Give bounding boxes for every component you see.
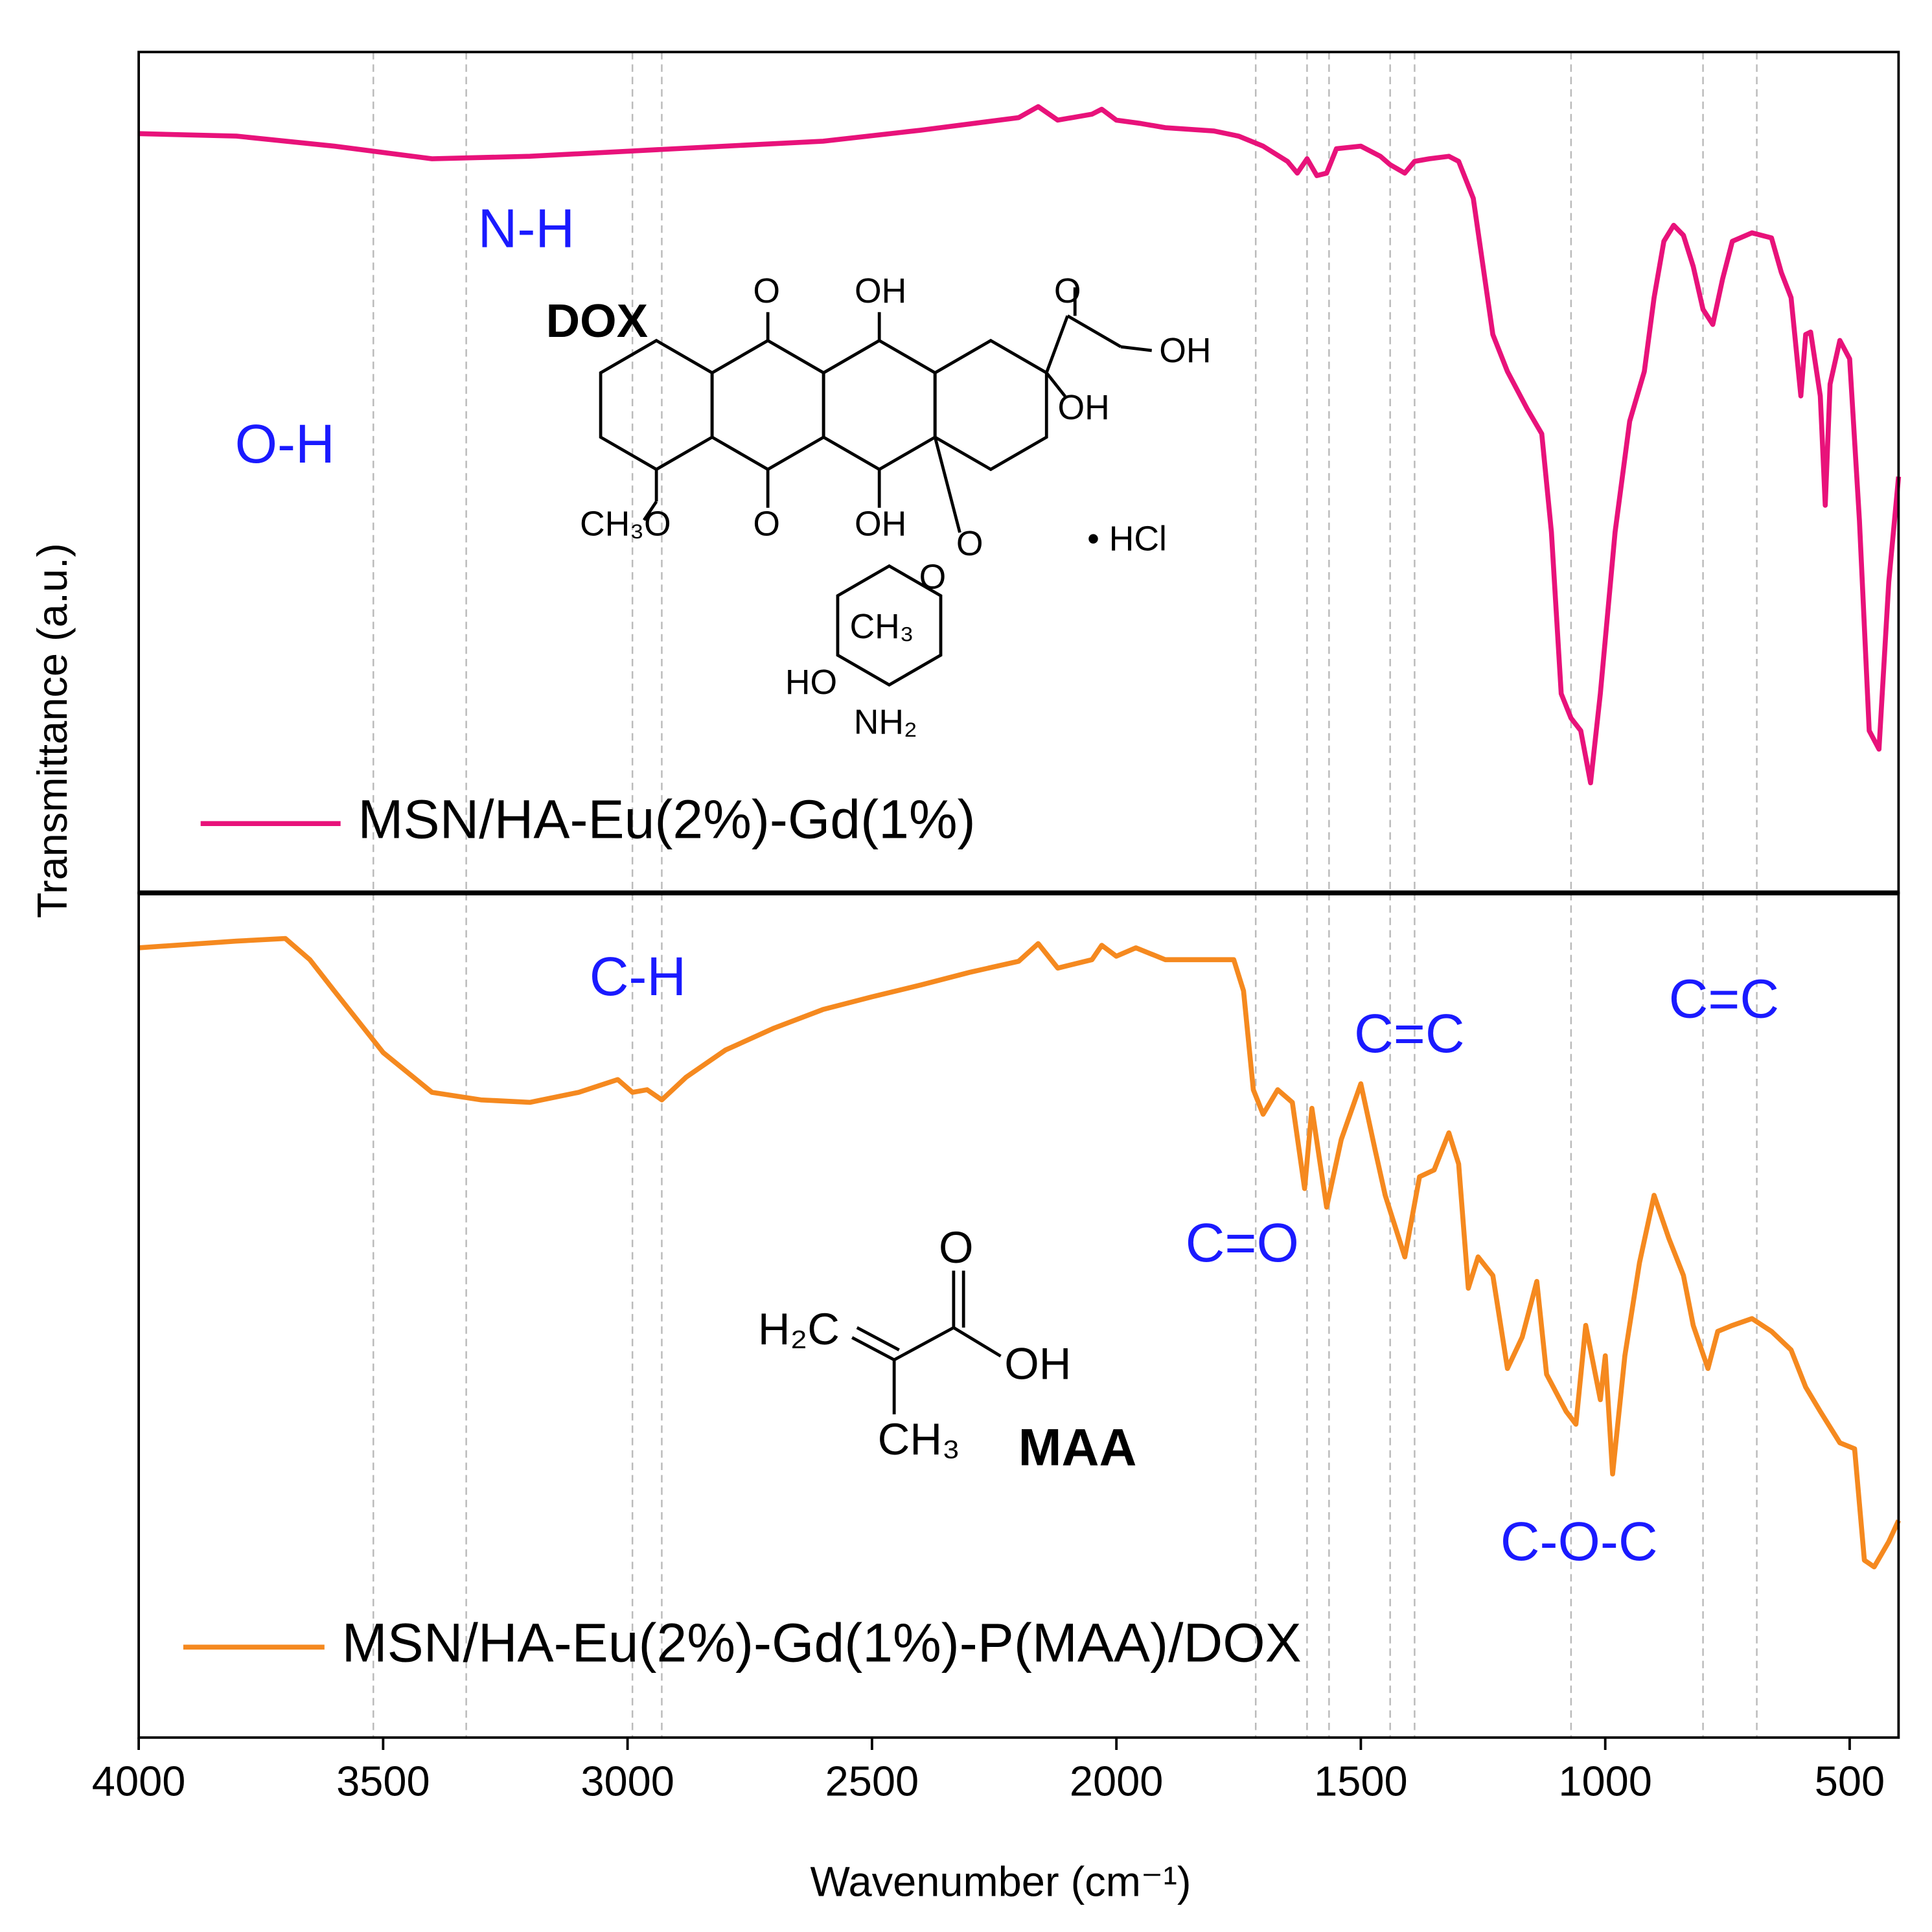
band-annotation: C=O <box>1186 1212 1299 1273</box>
plot-frame <box>137 891 1900 1739</box>
ring <box>710 338 825 472</box>
atom-label: HO <box>785 663 837 702</box>
x-tick-label: 500 <box>1815 1758 1885 1805</box>
bond <box>851 1336 895 1361</box>
atom-label: CH₃ <box>849 608 914 646</box>
atom-label: O <box>956 525 983 563</box>
x-tick-label: 3500 <box>336 1758 430 1805</box>
ring <box>599 338 714 472</box>
x-tick-label: 1500 <box>1314 1758 1408 1805</box>
legend-label: MSN/HA-Eu(2%)-Gd(1%)-P(MAA)/DOX <box>342 1613 1302 1673</box>
band-annotation: O-H <box>235 413 335 474</box>
atom-label: H₂C <box>758 1304 840 1354</box>
ring <box>822 338 937 472</box>
band-annotation: N-H <box>478 198 575 259</box>
ring <box>933 338 1048 472</box>
atom-label: OH <box>855 505 906 544</box>
x-tick-label: 1000 <box>1558 1758 1652 1805</box>
atom-label: • HCl <box>1087 520 1167 558</box>
legend-label: MSN/HA-Eu(2%)-Gd(1%) <box>358 788 975 849</box>
atom-label: OH <box>1057 389 1109 427</box>
atom-label: O <box>919 558 947 597</box>
x-tick-label: 4000 <box>92 1758 186 1805</box>
x-tick-label: 3000 <box>581 1758 674 1805</box>
x-axis-label: Wavenumber (cm⁻¹) <box>811 1858 1191 1905</box>
bond <box>1045 315 1069 374</box>
bond <box>952 1326 1002 1358</box>
y-axis-label: Transmittance (a.u.) <box>29 543 76 918</box>
atom-label: NH₂ <box>854 703 917 741</box>
band-annotation: C-O-C <box>1501 1511 1658 1572</box>
bond <box>856 1326 900 1351</box>
structure-name: DOX <box>546 295 648 347</box>
spectrum-line <box>138 104 1902 786</box>
atom-label: OH <box>855 272 906 310</box>
atom-label: CH₃O <box>580 505 671 544</box>
atom-label: OH <box>1159 332 1211 370</box>
atom-label: O <box>753 505 780 544</box>
bond <box>933 437 961 533</box>
ring <box>836 564 943 687</box>
atom-label: O <box>1054 272 1081 310</box>
bond <box>1066 314 1122 349</box>
band-annotation: C=C <box>1669 969 1780 1029</box>
bond <box>893 1326 955 1361</box>
spectrum-line <box>138 936 1901 1570</box>
atom-label: CH₃ <box>878 1414 960 1464</box>
bond <box>1120 345 1153 352</box>
x-tick-label: 2000 <box>1070 1758 1164 1805</box>
structure-name: MAA <box>1018 1419 1137 1477</box>
atom-label: OH <box>1004 1339 1071 1389</box>
band-annotation: C=C <box>1354 1003 1465 1064</box>
atom-label: O <box>753 272 780 310</box>
atom-label: O <box>939 1223 974 1272</box>
plot-frame <box>137 51 1900 895</box>
bond <box>643 500 658 522</box>
bond <box>1045 371 1066 398</box>
band-annotation: C-H <box>590 946 686 1007</box>
x-tick-label: 2500 <box>825 1758 919 1805</box>
